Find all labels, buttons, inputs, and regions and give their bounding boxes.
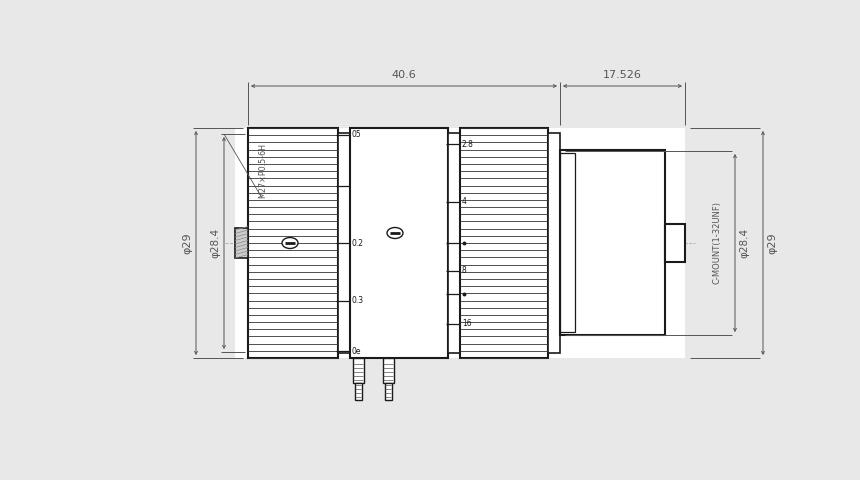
Bar xyxy=(350,128,448,358)
Bar xyxy=(383,358,394,383)
Text: 16: 16 xyxy=(462,319,471,328)
Bar xyxy=(560,150,665,335)
Text: 0.3: 0.3 xyxy=(352,296,364,305)
Bar xyxy=(248,128,338,358)
Bar xyxy=(235,128,685,358)
Bar xyxy=(235,228,248,258)
Text: 17.526: 17.526 xyxy=(603,70,642,80)
Bar xyxy=(385,383,392,400)
Text: 40.6: 40.6 xyxy=(391,70,416,80)
Bar xyxy=(355,383,362,400)
Text: 0e: 0e xyxy=(352,347,361,356)
Text: C-MOUNT(1-32UNF): C-MOUNT(1-32UNF) xyxy=(712,202,722,285)
Text: 05: 05 xyxy=(352,131,362,139)
Bar xyxy=(448,133,460,353)
Text: φ28.4: φ28.4 xyxy=(210,228,220,258)
Text: 2.8: 2.8 xyxy=(462,140,474,149)
Text: 4: 4 xyxy=(462,197,467,206)
Bar xyxy=(665,224,685,262)
Ellipse shape xyxy=(282,238,298,249)
Text: φ29: φ29 xyxy=(767,232,777,254)
Bar xyxy=(548,133,560,353)
Text: φ28.4: φ28.4 xyxy=(739,228,749,258)
Bar xyxy=(338,133,350,353)
Bar xyxy=(460,128,548,358)
Ellipse shape xyxy=(387,228,403,239)
Text: 0.2: 0.2 xyxy=(352,239,364,248)
Text: 8: 8 xyxy=(462,266,467,275)
Bar xyxy=(560,153,575,332)
Text: φ29: φ29 xyxy=(182,232,192,254)
Bar xyxy=(353,358,364,383)
Text: M27×P0.5-6H: M27×P0.5-6H xyxy=(258,143,267,198)
